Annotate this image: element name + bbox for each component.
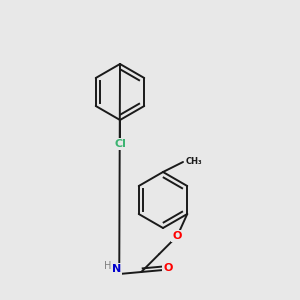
Text: O: O bbox=[172, 231, 182, 241]
Text: O: O bbox=[164, 263, 173, 273]
Text: N: N bbox=[112, 264, 121, 274]
Text: CH₃: CH₃ bbox=[186, 157, 202, 166]
Text: H: H bbox=[103, 261, 111, 271]
Text: Cl: Cl bbox=[114, 139, 126, 149]
